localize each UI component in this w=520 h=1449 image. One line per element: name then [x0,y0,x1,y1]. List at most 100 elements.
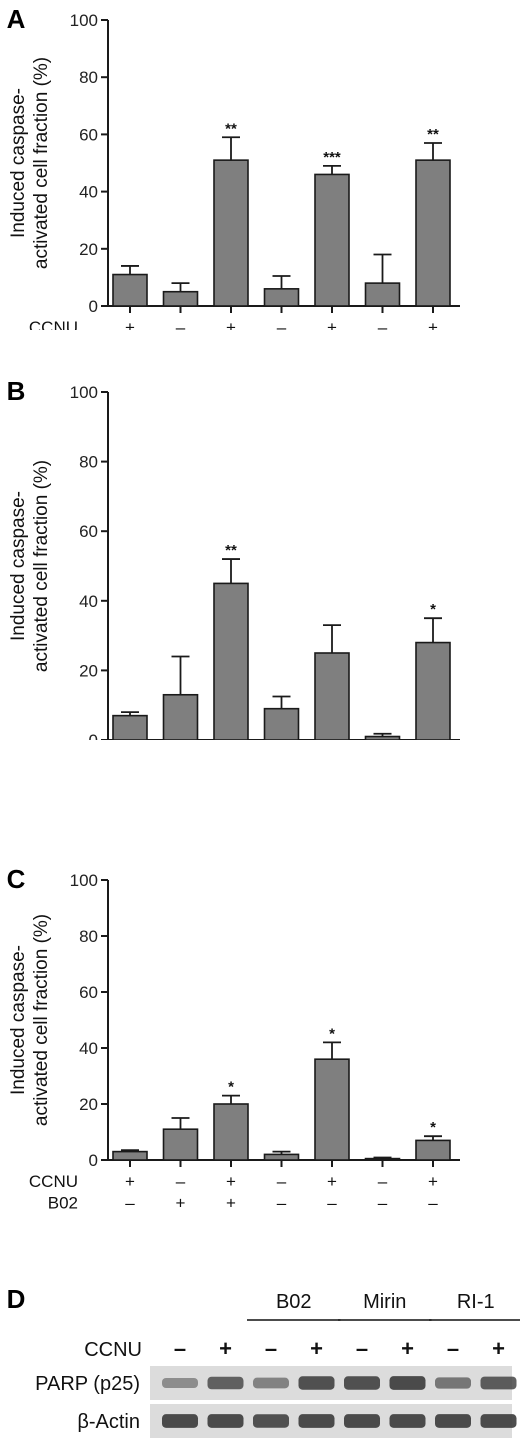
panel-b-ytick-label: 0 [89,731,98,740]
panel-a-bar [415,159,451,307]
blot-band [344,1414,380,1428]
panel-a-condition-mark: + [226,318,236,330]
blot-band [207,1414,244,1428]
panel-c-bar [314,1058,350,1161]
panel-a-ytick-label: 20 [79,240,98,259]
blot-band [162,1414,198,1428]
panel-c-bar [263,1153,300,1161]
blot-group-label: RI-1 [457,1291,495,1313]
panel-c-ytick-label: 100 [70,871,98,890]
panel-c-bar [213,1103,249,1161]
panel-c-ylabel: Induced caspase-activated cell fraction … [8,914,52,1126]
panel-a-condition-mark: – [176,318,186,330]
chart-panel-c: C Induced caspase-activated cell fraction… [7,864,460,1213]
panel-a-ytick-label: 0 [89,297,98,316]
panel-a-condition-mark: + [125,318,135,330]
blot-row-label: PARP (p25) [35,1373,140,1395]
panel-c-significance: * [228,1079,234,1096]
panel-b-ytick-label: 100 [70,383,98,402]
panel-c-bar [415,1139,451,1161]
chart-panel-a: A Induced caspase-activated cell fraction… [7,4,460,330]
panel-a-ylabel: Induced caspase-activated cell fraction … [8,57,52,269]
blot-row-label: β-Actin [77,1411,140,1433]
panel-a-ylabel-line2: activated cell fraction (%) [31,57,52,269]
blot-treatment-mark: – [447,1336,459,1361]
blot-treatment-label: CCNU [84,1339,142,1361]
panel-b-ytick-label: 40 [79,592,98,611]
panel-a-ytick-label: 100 [70,11,98,30]
panel-c-condition-mark: – [277,1172,287,1191]
panel-c-condition-mark: – [378,1194,388,1213]
panel-c-ylabel-line1: Induced caspase- [8,945,29,1095]
blot-band [389,1376,426,1390]
blot-band [253,1414,289,1428]
panel-c-condition-mark: + [428,1172,438,1191]
panel-b-ylabel-line2: activated cell fraction (%) [31,460,52,672]
panel-b-significance: * [430,601,436,618]
panel-b-ytick-label: 20 [79,661,98,680]
panel-b-ytick-label: 60 [79,522,98,541]
panel-b-bar [213,582,249,740]
blot-treatment-mark: – [174,1336,186,1361]
panel-b-ylabel-line1: Induced caspase- [8,491,29,641]
panel-c-condition-mark: + [226,1194,236,1213]
panel-a-condition-label: CCNU [29,318,78,330]
panel-a-bar [314,173,350,307]
panel-c-condition-label: B02 [48,1194,78,1213]
panel-c-significance: * [430,1119,436,1136]
panel-b-bar [314,652,350,740]
panel-c-condition-mark: – [176,1172,186,1191]
panel-a-ylabel-line1: Induced caspase- [8,88,29,238]
panel-a-bar [364,282,401,307]
blot-group-label: Mirin [363,1291,406,1313]
panel-c-ytick-label: 0 [89,1151,98,1170]
panel-a-ytick-label: 60 [79,125,98,144]
panel-c-condition-mark: + [125,1172,135,1191]
panel-c-ylabel-line2: activated cell fraction (%) [31,914,52,1126]
panel-b-bar [112,714,148,740]
panel-a-letter: A [7,4,26,34]
panel-c-condition-mark: – [378,1172,388,1191]
panel-a-significance: ** [225,120,237,137]
panel-c-condition-mark: – [327,1194,337,1213]
panel-a-bar [263,288,300,307]
panel-c-condition-mark: + [176,1194,186,1213]
blot-band [298,1414,335,1428]
western-blot-panel-d: D B02 Mirin RI-1 CCNU – + – + – + – + PARP (p25) β-Act… [7,1284,520,1438]
panel-c-ytick-label: 60 [79,983,98,1002]
blot-band [162,1377,198,1389]
blot-treatment-mark: + [492,1336,505,1361]
blot-treatment-mark: – [356,1336,368,1361]
blot-band [480,1414,517,1428]
panel-c-condition-label: CCNU [29,1172,78,1191]
panel-c-bar [112,1150,148,1161]
panel-c-bar [162,1128,199,1161]
panel-c-letter: C [7,864,26,894]
blot-band [435,1377,471,1389]
panel-a-significance: ** [427,126,439,143]
blot-band [207,1376,244,1390]
panel-c-condition-mark: + [226,1172,236,1191]
panel-d-letter: D [7,1284,26,1314]
blot-band [480,1376,517,1390]
panel-a-condition-mark: – [277,318,287,330]
panel-b-significance: ** [225,542,237,559]
panel-a-condition-mark: + [327,318,337,330]
panel-b-bar [364,735,401,740]
panel-b-bar [263,707,300,740]
panel-b-ytick-label: 80 [79,453,98,472]
panel-a-bar [112,273,148,307]
blot-band [435,1414,471,1428]
panel-c-ytick-label: 20 [79,1095,98,1114]
blot-band [389,1414,426,1428]
panel-a-bar [213,159,249,307]
panel-c-condition-mark: + [327,1172,337,1191]
blot-band [344,1376,380,1390]
panel-b-letter: B [7,376,26,406]
blot-treatment-mark: – [265,1336,277,1361]
blot-treatment-mark: + [310,1336,323,1361]
panel-c-condition-mark: – [125,1194,135,1213]
panel-c-ytick-label: 80 [79,927,98,946]
panel-c-significance: * [329,1025,335,1042]
blot-band [253,1377,289,1389]
